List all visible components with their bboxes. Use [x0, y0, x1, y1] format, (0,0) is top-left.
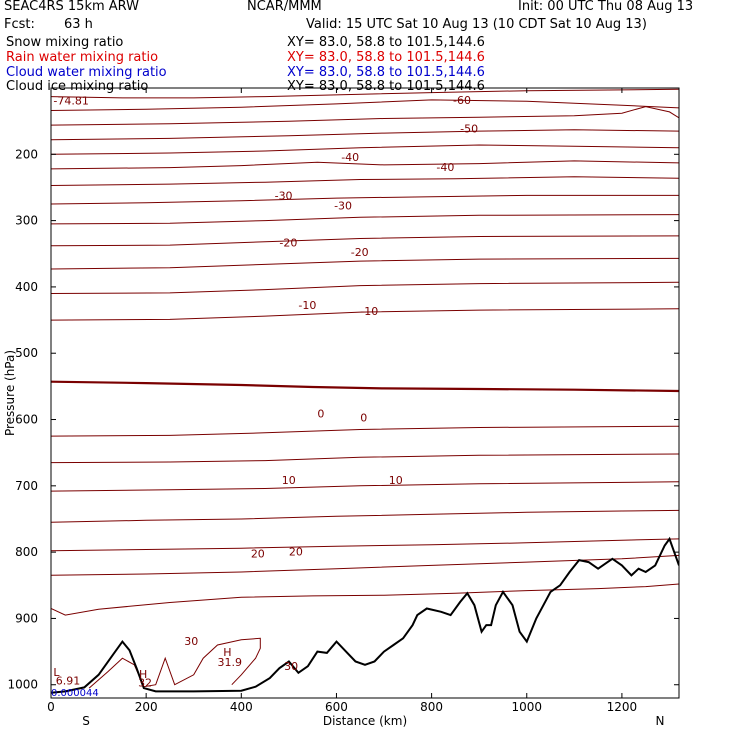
contour-line-3	[51, 129, 679, 141]
x-axis-label: Distance (km)	[323, 714, 407, 728]
forecast-label: Fcst:	[4, 17, 35, 32]
y-tick-label: 200	[15, 147, 38, 161]
contour-label: 10	[389, 474, 403, 487]
contour-label: -40	[436, 161, 454, 174]
y-tick-label: 500	[15, 346, 38, 360]
contour-line-20	[51, 583, 679, 616]
contour-line-0	[51, 88, 679, 99]
contour-label: 30	[184, 635, 198, 648]
contour-line-19	[51, 554, 679, 576]
y-axis-label: Pressure (hPa)	[3, 350, 17, 436]
x-tick-label: 200	[135, 700, 158, 714]
contour-line-1	[51, 99, 679, 111]
organization-label: NCAR/MMM	[247, 0, 322, 14]
x-tick-label: 600	[325, 700, 348, 714]
contour-label: L	[53, 666, 60, 679]
contour-line-7	[51, 194, 679, 205]
contour-label: -50	[460, 122, 478, 135]
contour-label: -74.81	[53, 95, 88, 108]
north-endpoint-label: N	[656, 714, 665, 728]
contour-label: 32	[138, 677, 152, 690]
contour-label: -10	[298, 299, 316, 312]
contour-label: -40	[341, 151, 359, 164]
contour-label: -20	[279, 236, 297, 249]
contour-line-15	[51, 453, 679, 464]
terrain-line	[51, 536, 679, 694]
forecast-hours: 63 h	[64, 17, 93, 32]
contour-label: 0	[360, 412, 367, 425]
south-endpoint-label: S	[82, 714, 90, 728]
contour-line-30-warm	[88, 637, 261, 689]
field-label-snow: Snow mixing ratio	[6, 35, 124, 50]
x-tick-label: 400	[230, 700, 253, 714]
contour-line-5	[51, 160, 679, 170]
field-xy-cloud-ice: XY= 83.0, 58.8 to 101.5,144.6	[287, 79, 485, 94]
contour-line-18	[51, 538, 679, 552]
contour-line-9	[51, 235, 679, 247]
model-title: SEAC4RS 15km ARW	[4, 0, 140, 14]
contour-label: H	[223, 646, 231, 659]
y-tick-label: 900	[15, 611, 38, 625]
contour-label: 0	[317, 408, 324, 421]
contour-label: 20	[251, 547, 265, 560]
init-time: Init: 00 UTC Thu 08 Aug 13	[518, 0, 694, 14]
contour-label: 6.91	[56, 675, 81, 688]
x-tick-label: 1200	[607, 700, 638, 714]
contour-line-13	[51, 380, 679, 393]
contour-line-2	[51, 106, 679, 126]
contour-line-11	[51, 281, 679, 294]
plot-frame	[50, 87, 680, 699]
field-xy-rain: XY= 83.0, 58.8 to 101.5,144.6	[287, 50, 485, 65]
contour-label: -30	[275, 189, 293, 202]
contour-line-8	[51, 214, 679, 225]
contour-label: 10	[282, 474, 296, 487]
y-tick-label: 700	[15, 479, 38, 493]
contour-label: 30	[284, 660, 298, 673]
contour-label: -20	[351, 246, 369, 259]
contour-label: H	[139, 668, 147, 681]
field-label-rain: Rain water mixing ratio	[6, 50, 159, 65]
contour-label: 20	[289, 545, 303, 558]
contour-label: 31.9	[218, 656, 243, 669]
y-tick-label: 400	[15, 280, 38, 294]
contour-line-10	[51, 257, 679, 270]
contour-line-14	[51, 425, 679, 437]
contour-line-12	[51, 308, 679, 321]
y-tick-label: 600	[15, 413, 38, 427]
x-tick-label: 0	[47, 700, 55, 714]
y-tick-label: 800	[15, 545, 38, 559]
contour-line-4	[51, 144, 679, 155]
x-tick-label: 800	[420, 700, 443, 714]
x-tick-label: 1000	[511, 700, 542, 714]
contour-line-16	[51, 481, 679, 492]
contour-label: -60	[453, 94, 471, 107]
field-label-cloud-water: Cloud water mixing ratio	[6, 65, 167, 80]
contour-label: -10	[360, 305, 378, 318]
y-tick-label: 300	[15, 214, 38, 228]
contour-line-6	[51, 176, 679, 186]
field-xy-cloud-water: XY= 83.0, 58.8 to 101.5,144.6	[287, 65, 485, 80]
field-label-cloud-ice: Cloud ice mixing ratio	[6, 79, 149, 94]
field-xy-snow: XY= 83.0, 58.8 to 101.5,144.6	[287, 35, 485, 50]
valid-time: Valid: 15 UTC Sat 10 Aug 13 (10 CDT Sat …	[306, 17, 647, 32]
contour-line-17	[51, 509, 679, 523]
minimum-value-label: 0.000044	[51, 688, 99, 699]
contour-label: -30	[334, 199, 352, 212]
y-tick-label: 1000	[7, 678, 38, 692]
